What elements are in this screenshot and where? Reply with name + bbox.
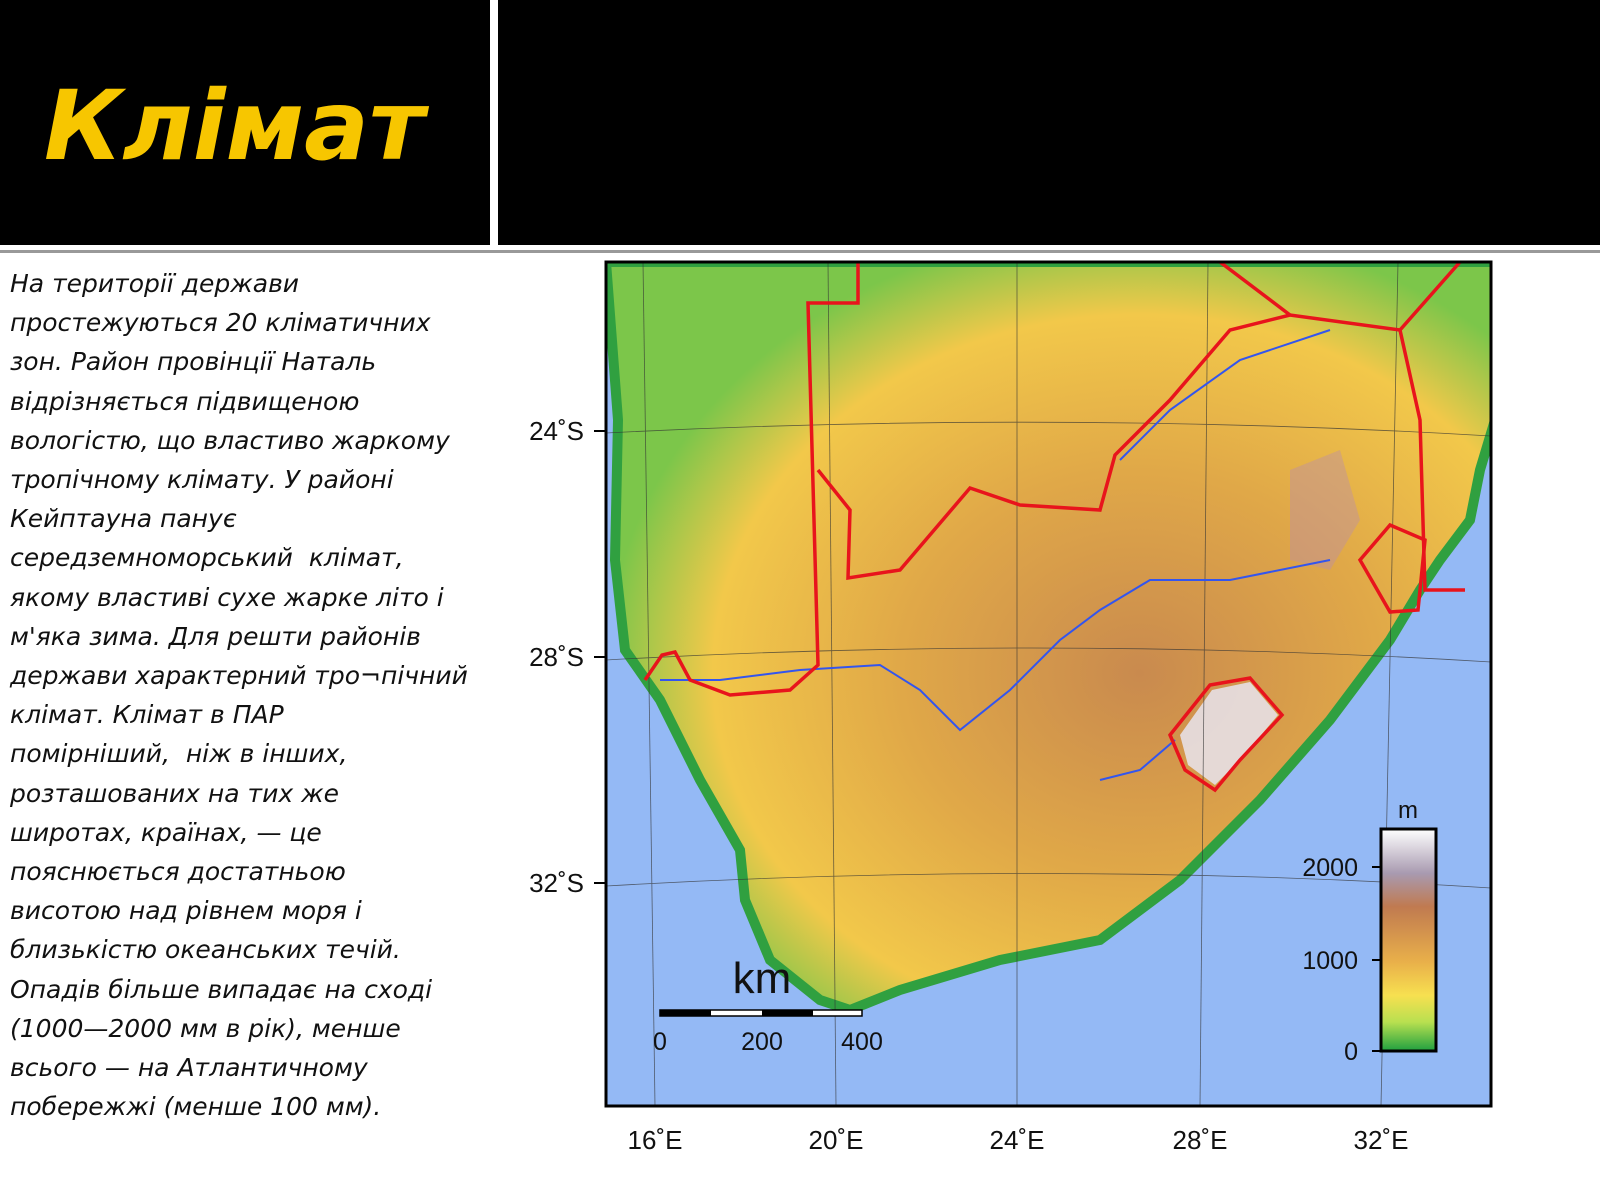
- text-line: вологістю, що властиво жаркому: [10, 425, 450, 455]
- divider: [0, 250, 1600, 253]
- text-line: помірніший, ніж в інших,: [10, 739, 348, 769]
- text-line: побережжі (менше 100 мм).: [10, 1092, 382, 1122]
- scale-label: 0: [653, 1028, 667, 1056]
- longitude-label: 16˚E: [628, 1125, 683, 1155]
- text-line: пояснюється достатньою: [10, 857, 346, 887]
- legend-label: 2000: [1302, 854, 1358, 882]
- text-line: середземноморський клімат,: [10, 543, 404, 573]
- legend-label: 0: [1344, 1038, 1358, 1066]
- header-box: [498, 0, 1600, 245]
- text-line: Кейптауна панує: [10, 504, 237, 534]
- scale-label: 200: [741, 1028, 783, 1056]
- text-line: клімат. Клімат в ПАР: [10, 700, 284, 730]
- slide-title: Клімат: [44, 70, 425, 182]
- scale-unit: km: [733, 954, 792, 1003]
- legend-unit: m: [1398, 797, 1418, 824]
- text-line: близькістю океанських течій.: [10, 935, 401, 965]
- latitude-label: 32˚S: [529, 868, 584, 898]
- text-line: якому властиві сухе жарке літо і: [10, 582, 444, 612]
- text-line: тропічному клімату. У районі: [10, 465, 394, 495]
- text-line: зон. Район провінції Наталь: [10, 347, 377, 377]
- latitude-label: 28˚S: [529, 642, 584, 672]
- body-text: На території держави простежуються 20 клі…: [10, 264, 468, 1126]
- scale-bar: [659, 1009, 863, 1017]
- latitude-label: 24˚S: [529, 416, 584, 446]
- text-line: держави характерний тро¬пічний: [10, 661, 468, 691]
- text-line: розташованих на тих же: [10, 778, 339, 808]
- text-line: (1000—2000 мм в рік), менше: [10, 1013, 401, 1043]
- longitude-label: 28˚E: [1173, 1125, 1228, 1155]
- map-area: [606, 262, 1491, 1106]
- longitude-label: 24˚E: [990, 1125, 1045, 1155]
- text-line: висотою над рівнем моря і: [10, 896, 362, 926]
- scale-label: 400: [841, 1028, 883, 1056]
- text-line: м'яка зима. Для решти районів: [10, 621, 421, 651]
- highland: [1180, 682, 1278, 785]
- text-line: простежуються 20 кліматичних: [10, 308, 431, 338]
- escarpment: [1290, 450, 1360, 570]
- text-line: широтах, країнах, — це: [10, 817, 322, 847]
- title-box: [0, 0, 490, 245]
- rivers: [660, 329, 1331, 781]
- text-line: На території держави: [10, 269, 300, 298]
- land: [606, 262, 1491, 1016]
- borders: [643, 262, 1465, 793]
- text-line: всього — на Атлантичному: [10, 1053, 368, 1083]
- text-line: відрізняється підвищеною: [10, 386, 360, 416]
- legend-bar: [1379, 827, 1438, 1053]
- longitude-label: 20˚E: [809, 1125, 864, 1155]
- longitude-label: 32˚E: [1354, 1125, 1409, 1155]
- text-line: Опадів більше випадає на сході: [10, 974, 433, 1004]
- legend-label: 1000: [1302, 947, 1358, 975]
- legend-ticks: [1372, 866, 1381, 1052]
- map-frame: [604, 260, 1493, 1108]
